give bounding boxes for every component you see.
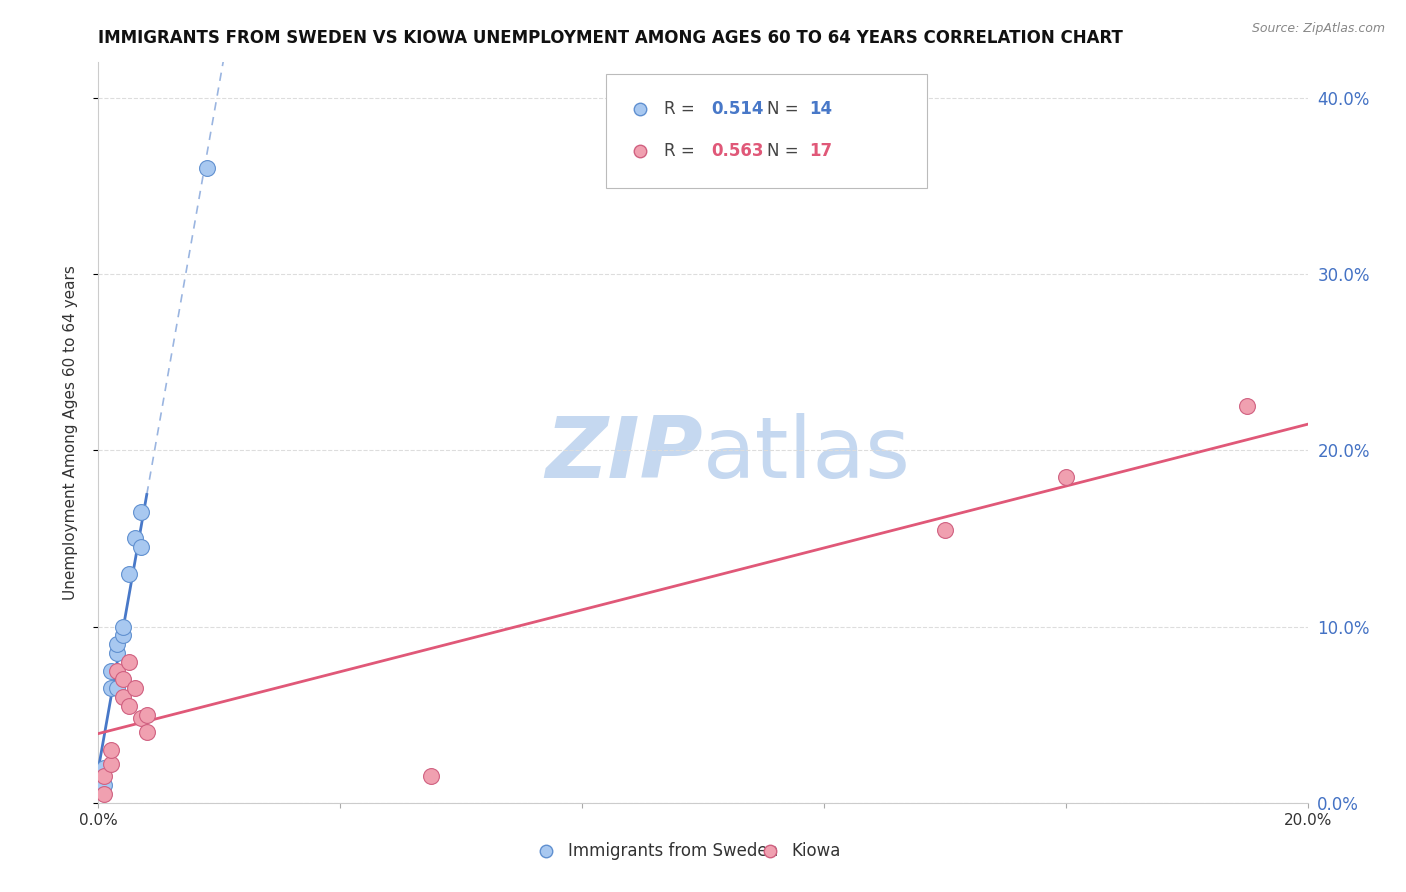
Point xyxy=(100,681,122,696)
Point xyxy=(1054,469,1077,483)
Point xyxy=(118,566,141,581)
Text: 17: 17 xyxy=(810,143,832,161)
Text: Source: ZipAtlas.com: Source: ZipAtlas.com xyxy=(1251,22,1385,36)
Point xyxy=(129,540,152,554)
Point xyxy=(934,523,956,537)
Point xyxy=(118,698,141,713)
Point xyxy=(105,646,128,660)
Point xyxy=(105,637,128,651)
Y-axis label: Unemployment Among Ages 60 to 64 years: Unemployment Among Ages 60 to 64 years xyxy=(63,265,77,600)
Point xyxy=(93,769,115,783)
Point xyxy=(105,681,128,696)
Point xyxy=(135,725,157,739)
Point xyxy=(118,655,141,669)
Point xyxy=(124,532,146,546)
Text: N =: N = xyxy=(768,100,804,118)
Point xyxy=(105,664,128,678)
Point xyxy=(100,743,122,757)
Text: R =: R = xyxy=(664,100,700,118)
Point xyxy=(111,690,134,704)
Point xyxy=(135,707,157,722)
Point xyxy=(111,619,134,633)
Point xyxy=(93,778,115,792)
Text: N =: N = xyxy=(768,143,804,161)
Point xyxy=(124,681,146,696)
Text: 0.563: 0.563 xyxy=(711,143,763,161)
Text: ZIP: ZIP xyxy=(546,413,703,496)
Point xyxy=(93,760,115,774)
Point xyxy=(195,161,218,176)
Text: R =: R = xyxy=(664,143,700,161)
Text: IMMIGRANTS FROM SWEDEN VS KIOWA UNEMPLOYMENT AMONG AGES 60 TO 64 YEARS CORRELATI: IMMIGRANTS FROM SWEDEN VS KIOWA UNEMPLOY… xyxy=(98,29,1123,47)
Point xyxy=(420,769,443,783)
Text: Immigrants from Sweden: Immigrants from Sweden xyxy=(568,842,778,860)
Point xyxy=(129,505,152,519)
Point xyxy=(111,628,134,642)
Point xyxy=(129,711,152,725)
Text: Kiowa: Kiowa xyxy=(792,842,841,860)
FancyBboxPatch shape xyxy=(606,73,927,188)
Point xyxy=(111,673,134,687)
Point xyxy=(100,664,122,678)
Text: 14: 14 xyxy=(810,100,832,118)
Point xyxy=(93,787,115,801)
Text: 0.514: 0.514 xyxy=(711,100,763,118)
Point xyxy=(1236,399,1258,413)
Text: atlas: atlas xyxy=(703,413,911,496)
Point xyxy=(100,757,122,772)
